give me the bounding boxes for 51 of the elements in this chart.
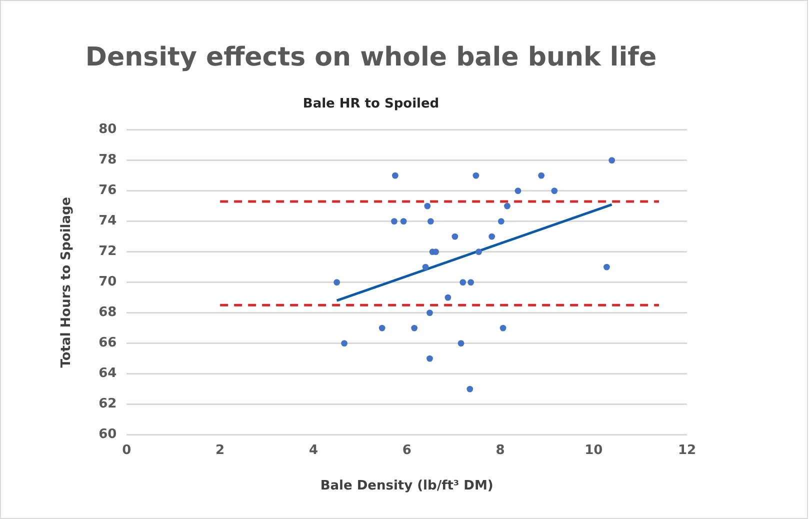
point [500, 324, 506, 332]
y-tick-label: 76 [98, 183, 117, 198]
point [334, 279, 340, 286]
y-tick-label: 80 [98, 122, 117, 138]
x-axis-title: Bale Density (lb/ft³ DM) [320, 478, 494, 494]
point [426, 355, 433, 362]
x-tick-label: 8 [496, 442, 505, 458]
y-axis-title: Total Hours to Spoilage [59, 196, 74, 368]
y-tick-label: 62 [98, 396, 117, 412]
point [422, 264, 429, 270]
point [427, 218, 434, 224]
y-tick-label: 60 [98, 427, 117, 442]
x-tick-label: 2 [216, 442, 225, 458]
point [452, 233, 458, 240]
x-tick-label: 0 [122, 442, 132, 458]
point [466, 386, 474, 392]
point [444, 294, 452, 301]
y-tick-label: 64 [98, 366, 117, 382]
y-tick-label: 68 [98, 305, 117, 320]
point [426, 310, 433, 316]
point [460, 279, 466, 286]
point [378, 324, 386, 332]
y-tick-label: 66 [98, 336, 117, 351]
point [341, 340, 348, 346]
point [458, 340, 464, 346]
point [488, 233, 496, 240]
point [514, 188, 522, 194]
point [603, 264, 610, 270]
point [411, 324, 418, 332]
y-tick-label: 78 [98, 152, 117, 168]
point [468, 279, 474, 286]
x-tick-label: 12 [678, 442, 696, 458]
point [424, 202, 431, 210]
y-tick-label: 74 [98, 214, 117, 229]
point [498, 218, 504, 224]
chart-subtitle: Bale HR to Spoiled [302, 96, 440, 112]
point [400, 218, 407, 224]
point [504, 202, 510, 210]
point [392, 172, 398, 179]
point [551, 188, 558, 194]
y-tick-label: 72 [98, 244, 117, 260]
x-tick-label: 10 [584, 442, 603, 458]
chart-title: Density effects on whole bale bunk life [85, 42, 657, 72]
point [476, 248, 482, 255]
point [538, 172, 545, 179]
point [472, 172, 480, 179]
y-tick-label: 70 [98, 274, 117, 290]
x-tick-label: 6 [402, 442, 412, 458]
x-tick-label: 4 [308, 442, 318, 458]
point [391, 218, 398, 224]
point [608, 157, 616, 164]
